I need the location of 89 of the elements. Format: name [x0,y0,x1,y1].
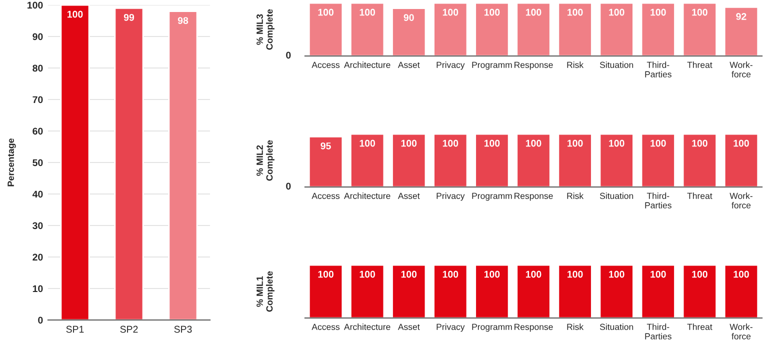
y-axis-title: % MIL3 Complete [256,9,274,50]
data-label: 100 [526,270,542,278]
x-tick-label: Situation [600,62,634,68]
data-label: 92 [736,13,746,20]
y-tick-label: 40 [32,190,43,198]
x-tick-label: SP1 [66,326,84,333]
data-label: 100 [734,270,749,278]
data-label: 95 [320,142,331,150]
data-label: 99 [124,14,134,21]
x-tick-label: Situation [600,192,634,199]
x-tick-label: Privacy [436,192,465,201]
data-label: 100 [442,140,458,147]
x-tick-label: Programm [472,324,512,332]
x-tick-label: Threat [687,62,712,68]
data-label: 100 [484,270,500,278]
y-tick-label: 20 [32,254,43,261]
y-tick-label: 10 [32,285,43,292]
data-label: 100 [734,140,749,147]
y-tick-label: 30 [32,222,43,230]
data-label: 98 [178,17,188,24]
data-label: 100 [568,140,583,147]
data-label: 100 [650,270,666,278]
x-tick-label: Risk [567,192,584,199]
data-label: 100 [360,8,376,16]
y-tick-label: 60 [32,128,43,135]
x-tick-label: Access [312,62,340,68]
data-label: 100 [526,8,542,16]
data-label: 100 [484,8,500,16]
x-tick-label: Response [514,192,553,201]
x-tick-label: Third- Parties [645,192,672,208]
data-label: 100 [318,8,334,16]
y-tick-label: 100 [28,2,43,9]
x-tick-label: Programm [472,192,512,201]
x-tick-label: Architecture [344,324,390,330]
x-tick-label: SP2 [120,326,138,333]
x-tick-label: Threat [687,324,712,330]
x-tick-label: Asset [398,62,420,68]
y-tick-label: 90 [32,33,43,40]
data-label: 100 [609,270,624,278]
data-label: 100 [692,270,708,278]
data-label: 100 [692,8,708,16]
data-label: 100 [692,140,708,147]
x-tick-label: Work- force [730,62,752,78]
x-tick-label: Privacy [436,324,465,332]
x-tick-label: SP3 [174,326,192,333]
x-tick-label: Programm [472,62,512,70]
x-tick-label: Privacy [436,62,465,70]
x-tick-label: Third- Parties [645,62,672,78]
y-axis-title: Percentage [8,138,16,186]
y-tick-label: 70 [32,96,43,104]
data-label: 100 [401,270,417,278]
x-tick-label: Third- Parties [645,324,672,340]
x-tick-label: Response [514,62,553,70]
data-label: 100 [650,140,666,147]
x-tick-label: Access [312,324,340,330]
y-tick-label: 0 [38,316,43,324]
data-label: 100 [442,8,458,16]
y-tick-label: 50 [32,159,43,166]
x-tick-label: Asset [398,324,420,330]
x-tick-label: Architecture [344,62,390,68]
x-tick-label: Work- force [730,324,752,340]
data-label: 100 [568,270,583,278]
x-tick-label: Architecture [344,192,390,199]
x-tick-label: Risk [567,324,584,330]
text: 0 [286,182,291,190]
data-label: 100 [650,8,666,16]
x-tick-label: Situation [600,324,634,330]
y-axis-title: % MIL2 Complete [256,140,274,181]
data-label: 100 [442,270,458,278]
data-label: 100 [360,270,376,278]
x-tick-label: Response [514,324,553,332]
y-tick-label: 80 [32,64,43,72]
data-label: 100 [68,10,83,18]
data-label: 100 [360,140,376,147]
x-tick-label: Asset [398,192,420,199]
x-tick-label: Access [312,192,340,199]
data-label: 100 [609,140,624,147]
data-label: 90 [404,14,414,21]
x-tick-label: Risk [567,62,584,68]
text: 0 [286,52,291,59]
y-axis-title: % MIL1 Complete [256,271,274,312]
data-label: 100 [318,270,334,278]
x-tick-label: Work- force [730,192,752,208]
data-label: 100 [401,140,417,147]
data-label: 100 [526,140,542,147]
x-tick-label: Threat [687,192,712,199]
data-label: 100 [484,140,500,147]
data-label: 100 [568,8,583,16]
data-label: 100 [609,8,624,16]
